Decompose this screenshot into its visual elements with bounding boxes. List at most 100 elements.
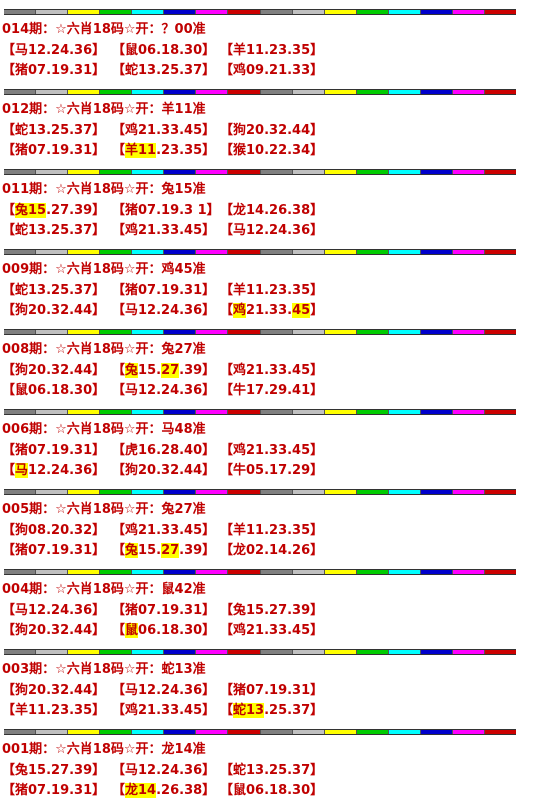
- zodiac-group: 【猪07.19.31】: [112, 601, 215, 621]
- color-divider: [4, 569, 516, 575]
- divider-segment: [292, 730, 325, 734]
- divider-segment: [4, 250, 37, 254]
- divider-segment: [196, 10, 229, 14]
- divider-segment: [164, 90, 197, 94]
- divider-segment: [420, 410, 453, 414]
- zodiac-text: 【马12.24.36】: [2, 43, 106, 58]
- color-divider: [4, 489, 516, 495]
- divider-segment: [324, 730, 357, 734]
- divider-segment: [420, 490, 453, 494]
- zodiac-group: 【马12.24.36】: [2, 41, 105, 61]
- divider-segment: [228, 330, 261, 334]
- period-title: 012期：☆六肖18码☆开：羊11准: [2, 102, 206, 117]
- zodiac-text: 12.24.36】: [28, 463, 106, 478]
- zodiac-text: 【: [112, 543, 126, 558]
- divider-segment: [260, 10, 293, 14]
- zodiac-group: 【狗20.32.44】: [2, 681, 105, 701]
- zodiac-group: 【猪07.19.31】: [2, 61, 105, 81]
- zodiac-text: 【猪07.19.31】: [2, 543, 106, 558]
- zodiac-group: 【猪07.19.31】: [112, 281, 215, 301]
- divider-segment: [452, 330, 485, 334]
- divider-segment: [420, 170, 453, 174]
- divider-segment: [4, 170, 37, 174]
- highlighted-number: 蛇13: [233, 703, 265, 718]
- divider-segment: [132, 10, 165, 14]
- divider-segment: [324, 10, 357, 14]
- color-divider: [4, 89, 516, 95]
- color-divider: [4, 169, 516, 175]
- divider-segment: [36, 250, 69, 254]
- zodiac-group: 【鸡21.33.45】: [112, 521, 215, 541]
- divider-segment: [484, 10, 516, 14]
- divider-segment: [196, 570, 229, 574]
- divider-segment: [420, 10, 453, 14]
- zodiac-text: 【兔15.27.39】: [2, 763, 106, 778]
- divider-segment: [292, 250, 325, 254]
- zodiac-text: 【: [220, 303, 234, 318]
- zodiac-group: 【鼠06.18.30】: [220, 781, 323, 801]
- divider-segment: [420, 730, 453, 734]
- zodiac-text: 15.: [138, 543, 162, 558]
- zodiac-group: 【兔15.27.39】: [220, 601, 323, 621]
- zodiac-group: 【马12.24.36】: [112, 301, 215, 321]
- divider-segment: [196, 170, 229, 174]
- divider-segment: [260, 650, 293, 654]
- divider-segment: [164, 650, 197, 654]
- zodiac-text: 【猪07.19.31】: [2, 63, 106, 78]
- divider-segment: [356, 250, 389, 254]
- zodiac-group: 【蛇13.25.37】: [2, 221, 105, 241]
- zodiac-text: 【狗08.20.32】: [2, 523, 106, 538]
- zodiac-group: 【狗08.20.32】: [2, 521, 105, 541]
- divider-segment: [164, 250, 197, 254]
- zodiac-text: 15.: [138, 363, 162, 378]
- zodiac-group: 【蛇13.25.37】: [220, 701, 323, 721]
- zodiac-text: .23.35】: [156, 143, 216, 158]
- zodiac-text: 【: [112, 783, 126, 798]
- divider-segment: [260, 410, 293, 414]
- divider-segment: [484, 170, 516, 174]
- zodiac-group: 【猪07.19.31】: [2, 441, 105, 461]
- divider-segment: [260, 170, 293, 174]
- zodiac-text: 【: [2, 203, 16, 218]
- color-divider: [4, 409, 516, 415]
- divider-segment: [100, 250, 133, 254]
- divider-segment: [356, 490, 389, 494]
- zodiac-group: 【狗20.32.44】: [2, 301, 105, 321]
- divider-segment: [36, 10, 69, 14]
- divider-segment: [4, 410, 37, 414]
- divider-segment: [292, 330, 325, 334]
- divider-segment: [484, 410, 516, 414]
- zodiac-text: 【蛇13.25.37】: [220, 763, 324, 778]
- divider-segment: [4, 570, 37, 574]
- divider-segment: [388, 410, 421, 414]
- zodiac-text: 【狗20.32.44】: [220, 123, 324, 138]
- divider-segment: [388, 330, 421, 334]
- divider-segment: [196, 490, 229, 494]
- divider-segment: [164, 410, 197, 414]
- divider-segment: [324, 90, 357, 94]
- zodiac-group: 【羊11.23.35】: [220, 281, 323, 301]
- divider-segment: [484, 250, 516, 254]
- divider-segment: [4, 730, 37, 734]
- zodiac-text: .39】: [179, 543, 216, 558]
- zodiac-text: 【羊11.23.35】: [220, 523, 324, 538]
- zodiac-group: 【猪07.19.31】: [2, 781, 105, 801]
- zodiac-text: 【鼠06.18.30】: [2, 383, 106, 398]
- highlighted-number: 鸡: [233, 303, 247, 318]
- period-title: 008期：☆六肖18码☆开：兔27准: [2, 342, 206, 357]
- divider-segment: [100, 570, 133, 574]
- color-divider: [4, 729, 516, 735]
- divider-segment: [68, 10, 101, 14]
- period-title: 009期：☆六肖18码☆开：鸡45准: [2, 262, 206, 277]
- divider-segment: [260, 90, 293, 94]
- divider-segment: [356, 730, 389, 734]
- divider-segment: [292, 570, 325, 574]
- zodiac-group: 【马12.24.36】: [112, 761, 215, 781]
- zodiac-group: 【鸡21.33.45】: [112, 701, 215, 721]
- highlighted-number: 马: [15, 463, 29, 478]
- divider-segment: [228, 170, 261, 174]
- zodiac-group: 【马12.24.36】: [2, 601, 105, 621]
- divider-segment: [228, 250, 261, 254]
- zodiac-group: 【鸡21.33.45】: [220, 621, 323, 641]
- zodiac-text: 【猪07.19.31】: [112, 283, 216, 298]
